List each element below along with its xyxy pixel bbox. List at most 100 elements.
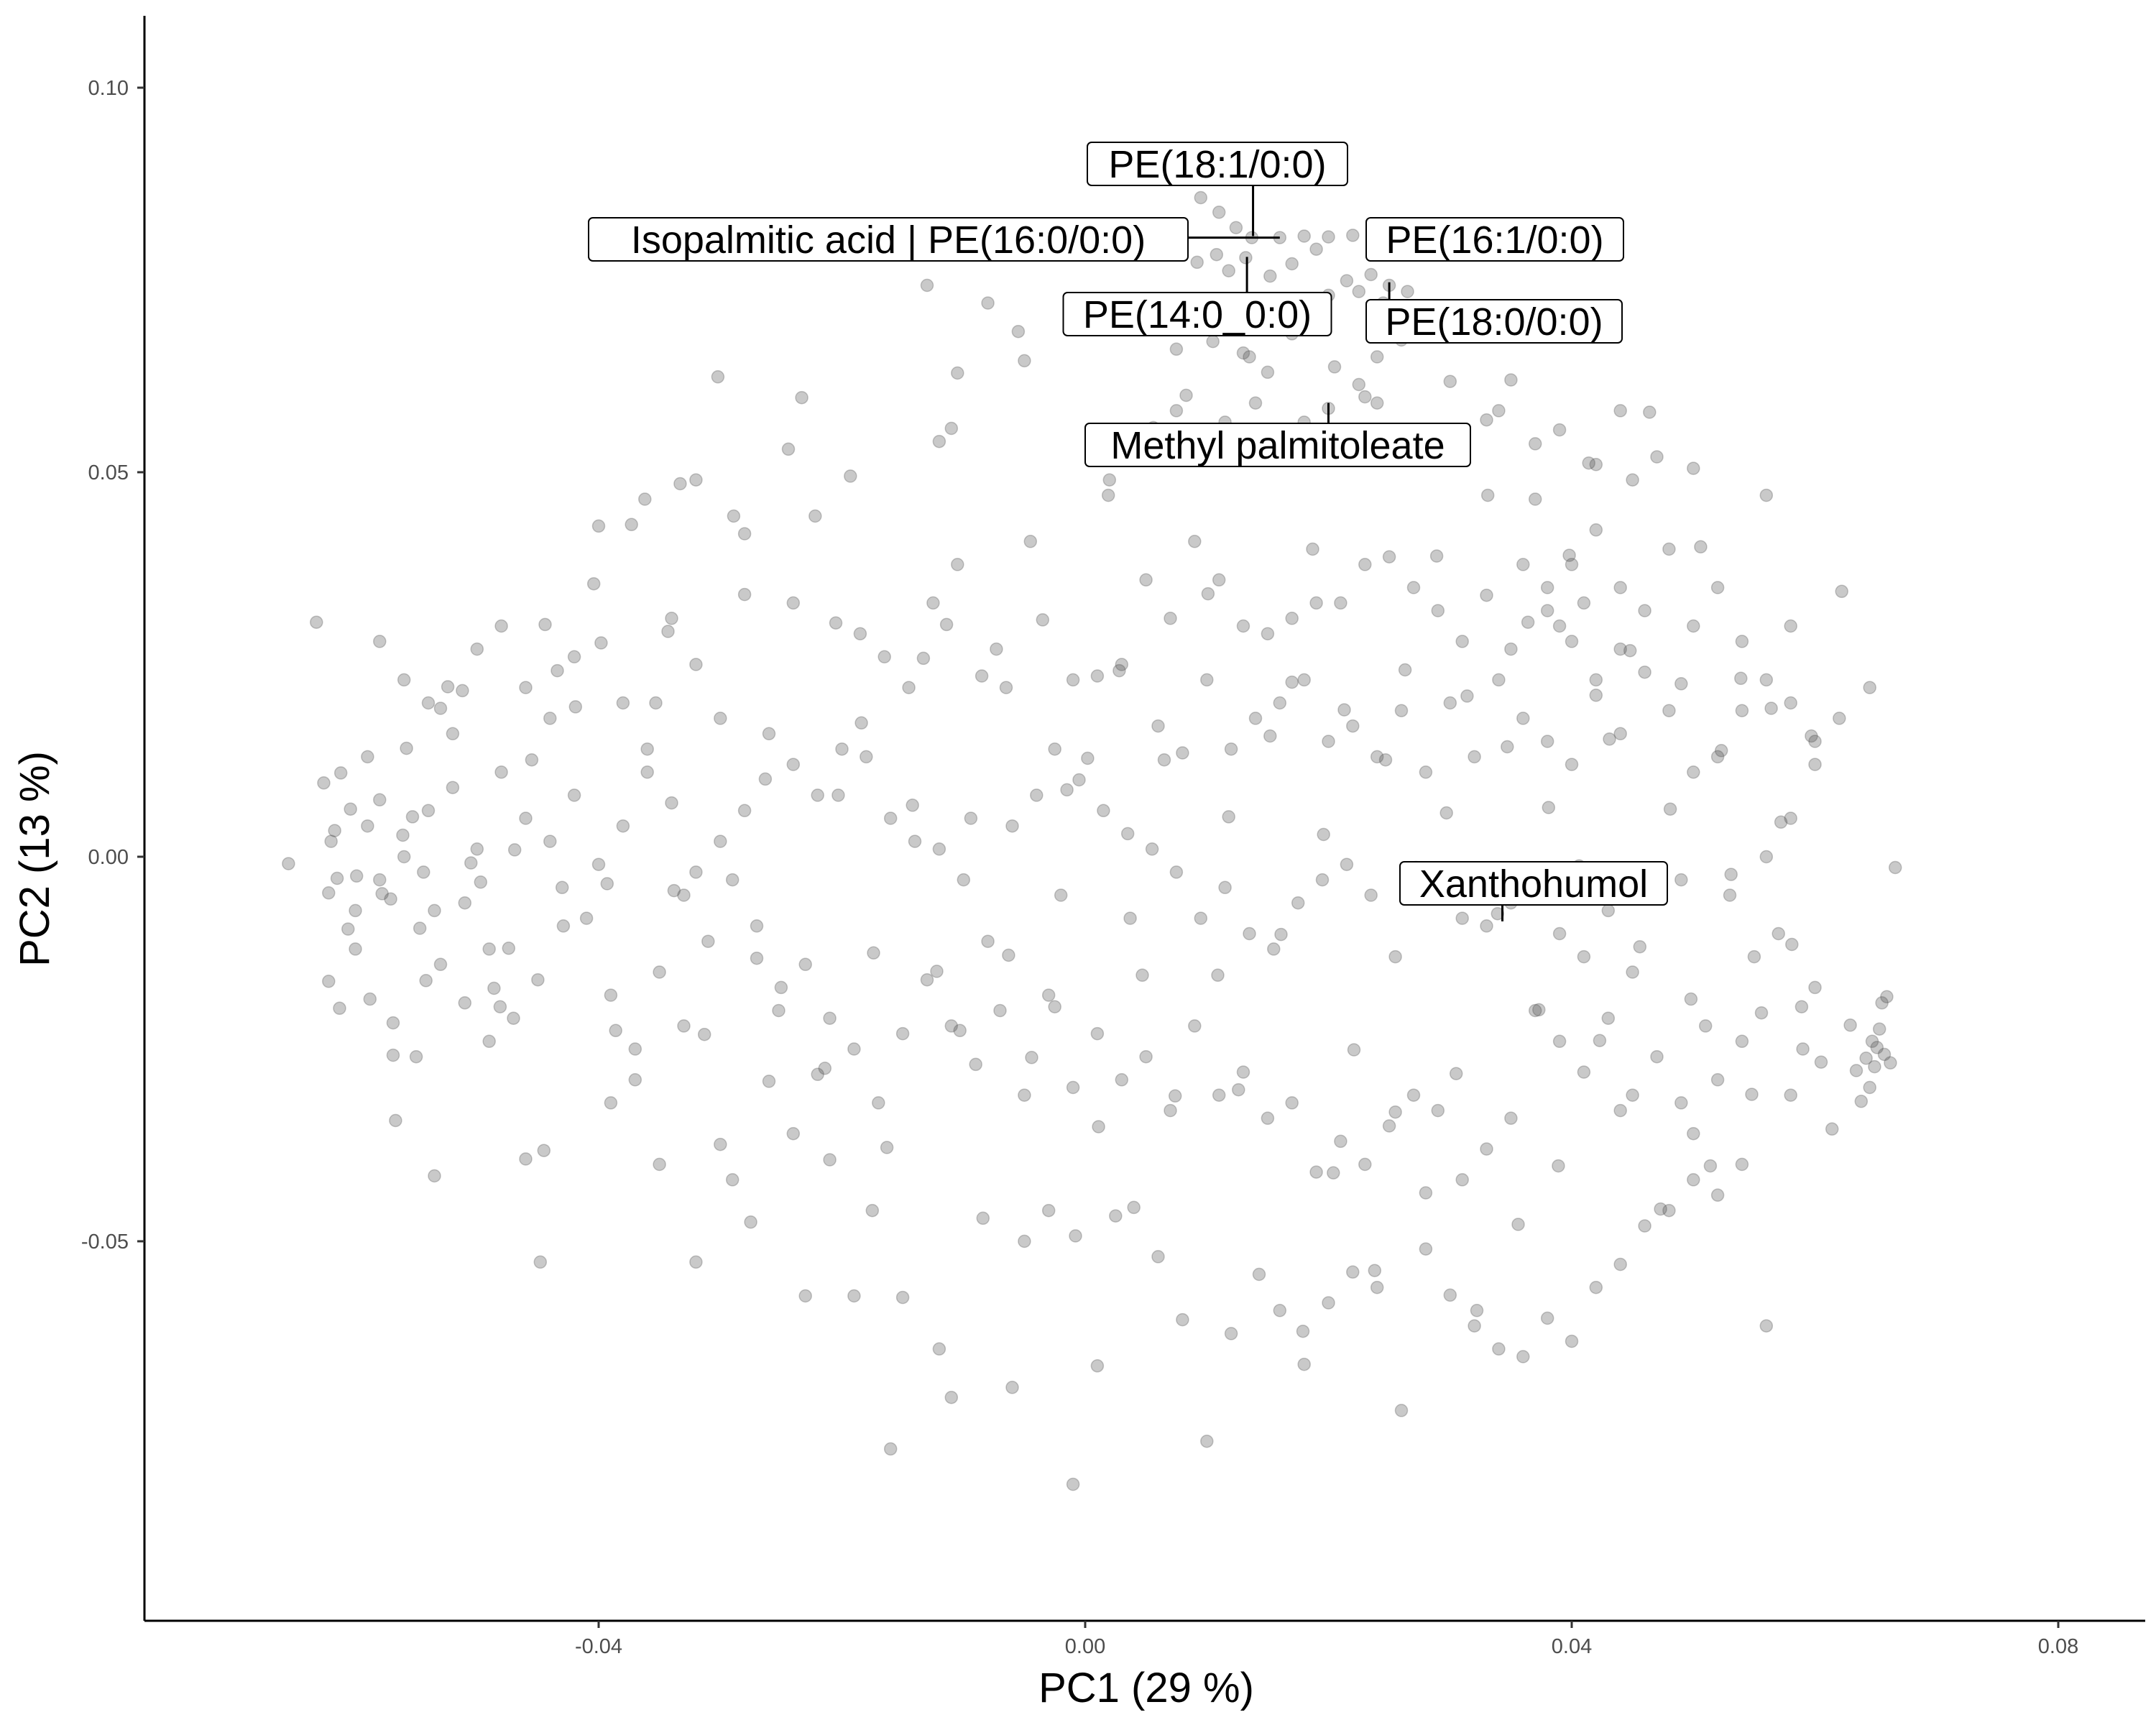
data-point	[349, 942, 362, 956]
data-point	[853, 627, 867, 640]
x-tick-label: 0.00	[1065, 1635, 1105, 1658]
y-tick-label: 0.10	[88, 77, 129, 100]
x-tick-label: -0.04	[575, 1635, 622, 1658]
data-point	[1370, 750, 1384, 764]
data-point	[1805, 729, 1818, 743]
data-point	[1072, 773, 1086, 787]
data-point	[1784, 619, 1797, 633]
data-point	[1297, 673, 1311, 687]
data-point	[458, 896, 472, 910]
data-point	[384, 892, 397, 906]
data-point	[433, 702, 448, 715]
data-point	[628, 1042, 642, 1056]
annotation-label: PE(18:0/0:0)	[1385, 300, 1603, 344]
data-point	[396, 828, 410, 842]
data-point	[673, 477, 687, 491]
data-point	[1784, 1088, 1797, 1102]
data-point	[1210, 247, 1224, 262]
data-point	[1297, 1357, 1311, 1371]
data-point	[1825, 1122, 1839, 1136]
data-point	[1388, 1105, 1402, 1119]
data-point	[1419, 765, 1433, 779]
data-point	[409, 1049, 423, 1064]
data-point	[920, 278, 934, 293]
data-point	[1041, 988, 1056, 1002]
y-axis-title: PC2 (13 %)	[11, 751, 58, 967]
data-point	[944, 1019, 959, 1033]
data-point	[1565, 635, 1579, 648]
data-point	[1123, 911, 1137, 925]
data-point	[1747, 949, 1761, 964]
data-point	[1364, 888, 1378, 902]
data-point	[594, 636, 608, 650]
data-point	[1334, 1134, 1348, 1149]
data-point	[428, 1169, 441, 1183]
data-point	[1833, 712, 1846, 725]
data-point	[1662, 1203, 1676, 1218]
data-point	[1097, 804, 1110, 818]
data-point	[1623, 643, 1637, 658]
data-point	[957, 873, 971, 887]
data-point	[665, 796, 678, 810]
data-point	[1694, 540, 1708, 554]
data-point	[1168, 1089, 1182, 1103]
data-point	[556, 919, 571, 933]
data-point	[1565, 558, 1579, 571]
data-point	[1480, 588, 1493, 602]
data-point	[823, 1011, 837, 1025]
data-point	[1036, 613, 1050, 627]
data-point	[1394, 704, 1409, 717]
data-point	[939, 617, 954, 632]
annotation-box	[588, 217, 1189, 262]
data-point	[525, 753, 539, 767]
data-point	[386, 1016, 400, 1030]
data-point	[446, 781, 460, 794]
data-point	[1654, 1202, 1667, 1216]
data-point	[1066, 673, 1080, 687]
data-point	[1406, 1088, 1421, 1102]
data-point	[1285, 1096, 1299, 1110]
data-point	[1808, 735, 1822, 748]
data-point	[758, 772, 773, 786]
data-point	[1151, 719, 1165, 733]
data-point	[591, 857, 606, 871]
data-point	[1090, 1359, 1105, 1373]
data-point	[714, 712, 727, 725]
data-point	[567, 650, 581, 664]
data-point	[1368, 1264, 1382, 1277]
data-point	[1735, 1157, 1749, 1172]
data-point	[586, 576, 601, 591]
data-point	[1201, 586, 1215, 601]
data-point	[1285, 612, 1299, 625]
data-point	[854, 716, 868, 730]
data-point	[1687, 1173, 1700, 1187]
data-point	[1687, 765, 1700, 779]
data-point	[1164, 612, 1177, 625]
data-point	[1092, 1120, 1105, 1133]
data-point	[1398, 663, 1412, 677]
data-point	[908, 834, 922, 848]
data-point	[1492, 673, 1506, 687]
points-layer	[282, 190, 1902, 1491]
data-point	[1784, 811, 1797, 825]
data-point	[1018, 1088, 1031, 1102]
data-point	[1309, 596, 1323, 610]
data-point	[1261, 1111, 1275, 1126]
data-point	[533, 1255, 548, 1269]
data-point	[1025, 1051, 1038, 1064]
data-point	[990, 642, 1003, 656]
data-point	[1263, 269, 1277, 283]
data-point	[1112, 663, 1126, 678]
data-point	[330, 871, 344, 886]
data-point	[1492, 404, 1506, 418]
data-point	[1865, 1034, 1879, 1049]
data-point	[1552, 1034, 1567, 1049]
data-point	[507, 843, 522, 857]
data-point	[628, 1073, 642, 1087]
data-point	[1212, 206, 1226, 219]
data-point	[1868, 1059, 1881, 1074]
data-point	[282, 857, 295, 870]
data-point	[1710, 750, 1725, 764]
data-point	[1211, 968, 1225, 983]
data-point	[502, 942, 516, 955]
